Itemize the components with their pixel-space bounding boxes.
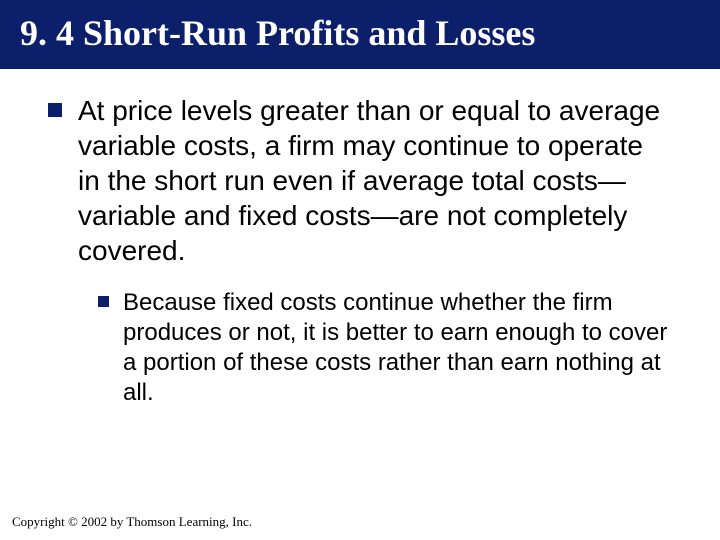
copyright-footer: Copyright © 2002 by Thomson Learning, In… — [12, 514, 252, 530]
main-bullet-row: At price levels greater than or equal to… — [48, 93, 672, 268]
sub-bullet-text: Because fixed costs continue whether the… — [123, 288, 672, 408]
slide-title: 9. 4 Short-Run Profits and Losses — [20, 13, 535, 53]
square-bullet-icon — [48, 103, 62, 117]
square-bullet-icon — [98, 296, 109, 307]
main-bullet-text: At price levels greater than or equal to… — [78, 93, 672, 268]
slide-title-bar: 9. 4 Short-Run Profits and Losses — [0, 0, 720, 69]
slide-content: At price levels greater than or equal to… — [0, 69, 720, 408]
sub-bullet-row: Because fixed costs continue whether the… — [98, 288, 672, 408]
